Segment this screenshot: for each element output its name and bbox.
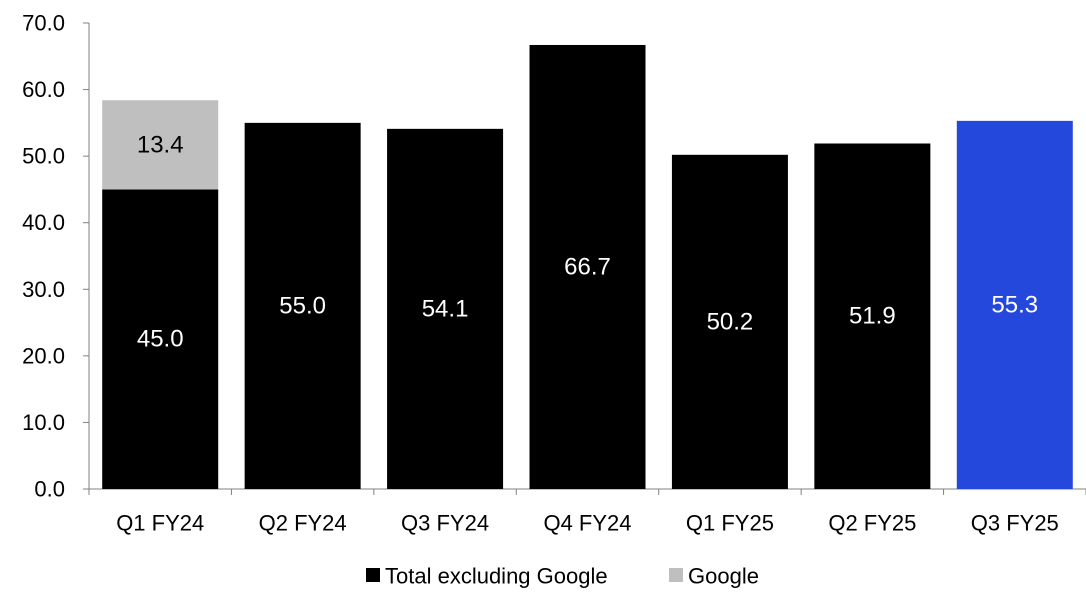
y-tick-label: 50.0: [22, 144, 65, 169]
bar-data-label: 51.9: [849, 303, 896, 330]
x-tick-label: Q3 FY25: [971, 511, 1059, 536]
x-axis: Q1 FY24 Q2 FY24 Q3 FY24 Q4 FY24 Q1 FY25 Q2 FY…: [88, 488, 1086, 536]
x-tick-label: Q4 FY24: [543, 511, 631, 536]
legend-label: Google: [688, 564, 759, 589]
x-tick-label: Q2 FY24: [259, 511, 347, 536]
x-tick-label: Q3 FY24: [401, 511, 489, 536]
bar-total-excluding-google: [814, 143, 931, 489]
bar-data-label: 55.0: [279, 292, 326, 319]
bar-data-label: 54.1: [422, 295, 469, 322]
y-tick-label: 30.0: [22, 277, 65, 302]
legend-label: Total excluding Google: [385, 564, 608, 589]
y-tick-label: 10.0: [22, 410, 65, 435]
y-axis: 0.0 10.0 20.0 30.0 40.0 50.0 60.0 70.0: [22, 11, 90, 502]
legend-swatch: [366, 568, 380, 582]
bar-total-excluding-google: [387, 128, 504, 489]
y-tick-label: 70.0: [22, 11, 65, 36]
bar-data-label: 45.0: [137, 326, 184, 353]
y-tick-label: 20.0: [22, 343, 65, 368]
legend: Total excluding Google Google: [366, 564, 759, 589]
bar-data-label: 55.3: [991, 291, 1038, 318]
y-tick-label: 0.0: [34, 477, 65, 502]
x-tick-label: Q1 FY24: [116, 511, 204, 536]
bar-total-excluding-google: [102, 189, 219, 489]
bar-total-excluding-google: [529, 44, 646, 490]
x-tick-label: Q2 FY25: [828, 511, 916, 536]
bar-total-excluding-google: [956, 120, 1073, 490]
legend-swatch: [669, 568, 683, 582]
bar-google: [102, 100, 219, 190]
x-tick-label: Q1 FY25: [686, 511, 774, 536]
y-tick-label: 60.0: [22, 77, 65, 102]
y-tick-label: 40.0: [22, 210, 65, 235]
bar-total-excluding-google: [244, 122, 361, 489]
bar-data-label: 13.4: [137, 131, 184, 158]
bar-total-excluding-google: [671, 154, 788, 489]
bars: [102, 44, 1073, 490]
bar-data-label: 66.7: [564, 253, 611, 280]
bar-data-label: 50.2: [707, 308, 754, 335]
data-labels: 45.0 13.4 55.0 54.1 66.7 50.2 51.9 55.3: [137, 131, 1038, 352]
